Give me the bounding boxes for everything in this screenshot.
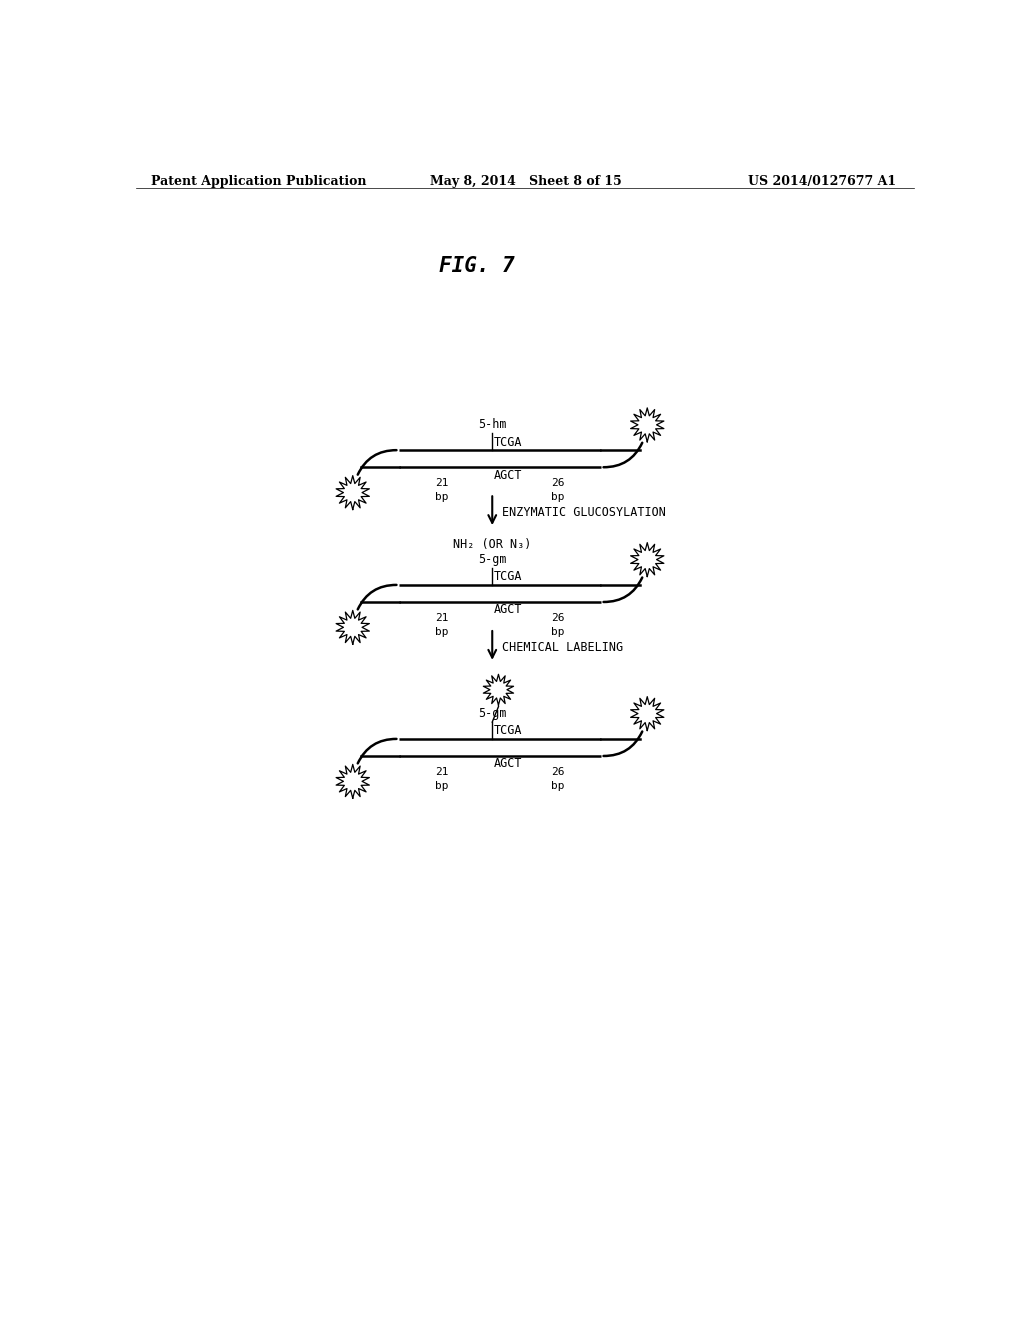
Polygon shape — [336, 475, 370, 510]
Text: 21: 21 — [435, 767, 449, 776]
Text: bp: bp — [551, 780, 565, 791]
Text: NH₂ (OR N₃): NH₂ (OR N₃) — [453, 539, 531, 552]
Text: Patent Application Publication: Patent Application Publication — [152, 176, 367, 189]
Text: 21: 21 — [435, 612, 449, 623]
Text: US 2014/0127677 A1: US 2014/0127677 A1 — [748, 176, 896, 189]
Text: AGCT: AGCT — [494, 758, 522, 771]
Text: AGCT: AGCT — [494, 469, 522, 482]
Text: bp: bp — [435, 780, 449, 791]
Text: bp: bp — [435, 492, 449, 502]
Polygon shape — [631, 408, 664, 442]
Text: AGCT: AGCT — [494, 603, 522, 616]
Polygon shape — [336, 610, 370, 644]
Text: 21: 21 — [435, 478, 449, 488]
Text: 5-gm: 5-gm — [478, 706, 507, 719]
Polygon shape — [631, 543, 664, 577]
Text: 5-gm: 5-gm — [478, 553, 507, 566]
Text: 26: 26 — [551, 478, 565, 488]
Text: TCGA: TCGA — [494, 725, 522, 738]
Text: ENZYMATIC GLUCOSYLATION: ENZYMATIC GLUCOSYLATION — [502, 506, 666, 519]
Text: 5-hm: 5-hm — [478, 418, 507, 432]
Text: bp: bp — [435, 627, 449, 636]
Text: 26: 26 — [551, 767, 565, 776]
Text: May 8, 2014   Sheet 8 of 15: May 8, 2014 Sheet 8 of 15 — [430, 176, 622, 189]
Text: bp: bp — [551, 492, 565, 502]
Polygon shape — [336, 764, 370, 799]
Polygon shape — [483, 675, 514, 705]
Text: TCGA: TCGA — [494, 570, 522, 583]
Text: TCGA: TCGA — [494, 436, 522, 449]
Text: 26: 26 — [551, 612, 565, 623]
Text: FIG. 7: FIG. 7 — [439, 256, 515, 276]
Polygon shape — [631, 697, 664, 730]
Text: CHEMICAL LABELING: CHEMICAL LABELING — [502, 640, 623, 653]
Text: bp: bp — [551, 627, 565, 636]
